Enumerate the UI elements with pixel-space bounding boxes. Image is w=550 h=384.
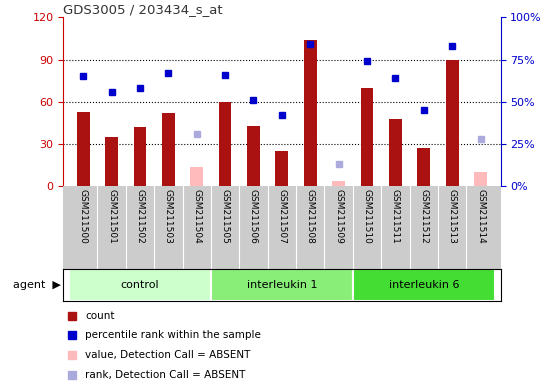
Text: GSM211510: GSM211510 [362,189,372,243]
Text: GSM211506: GSM211506 [249,189,258,243]
Bar [474,172,487,186]
Bar [247,126,260,186]
Bar [389,119,402,186]
Text: interleukin 1: interleukin 1 [246,280,317,290]
Text: count: count [85,311,114,321]
Bar [190,167,203,186]
Bar [162,113,175,186]
Bar [361,88,373,186]
Text: value, Detection Call = ABSENT: value, Detection Call = ABSENT [85,350,250,360]
Bar [211,269,353,301]
Text: interleukin 6: interleukin 6 [389,280,459,290]
Bar [353,269,495,301]
Text: control: control [120,280,159,290]
Text: GSM211511: GSM211511 [391,189,400,243]
Text: GSM211508: GSM211508 [306,189,315,243]
Bar [276,151,288,186]
Bar [77,112,90,186]
Text: GSM211512: GSM211512 [419,189,428,243]
Bar [219,102,232,186]
Bar [446,60,459,186]
Bar [332,180,345,186]
Text: GSM211501: GSM211501 [107,189,116,243]
Bar [417,148,430,186]
Bar [304,40,317,186]
Text: GSM211507: GSM211507 [277,189,287,243]
Text: GSM211513: GSM211513 [448,189,456,243]
Bar [134,127,146,186]
Bar [105,137,118,186]
Text: percentile rank within the sample: percentile rank within the sample [85,330,261,340]
Text: GSM211503: GSM211503 [164,189,173,243]
Text: GDS3005 / 203434_s_at: GDS3005 / 203434_s_at [63,3,223,16]
Text: agent  ▶: agent ▶ [13,280,60,290]
Text: GSM211509: GSM211509 [334,189,343,243]
Text: GSM211502: GSM211502 [135,189,145,243]
Text: GSM211504: GSM211504 [192,189,201,243]
Text: GSM211505: GSM211505 [221,189,229,243]
Bar [69,269,211,301]
Text: GSM211500: GSM211500 [79,189,87,243]
Text: rank, Detection Call = ABSENT: rank, Detection Call = ABSENT [85,370,245,380]
Text: GSM211514: GSM211514 [476,189,485,243]
